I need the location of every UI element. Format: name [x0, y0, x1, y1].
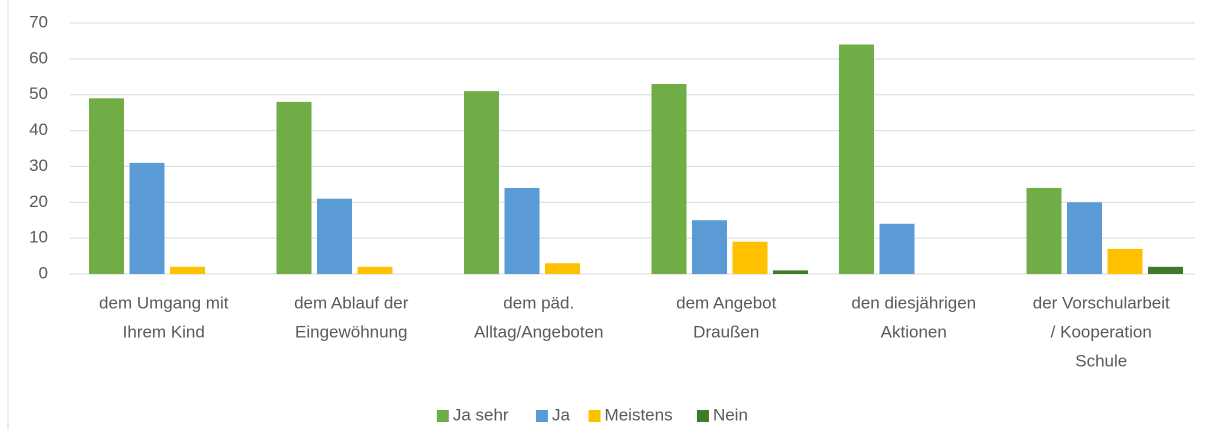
bar: [464, 91, 499, 274]
x-tick-label: Alltag/Angeboten: [474, 322, 604, 341]
y-tick-label: 30: [29, 156, 48, 175]
x-tick-label: dem Angebot: [676, 293, 776, 312]
legend-label: Ja: [552, 405, 571, 424]
legend-swatch: [436, 410, 449, 422]
y-tick-label: 40: [29, 120, 48, 139]
x-tick-label: dem Ablauf der: [294, 293, 409, 312]
x-tick-label: dem Umgang mit: [99, 293, 229, 312]
y-tick-label: 10: [29, 228, 48, 247]
x-tick-label: der Vorschularbeit: [1033, 293, 1170, 312]
bar: [651, 83, 687, 274]
x-tick-label: den diesjährigen: [851, 293, 976, 312]
bar: [276, 101, 312, 274]
y-tick-label: 70: [29, 12, 48, 31]
bar: [773, 270, 808, 274]
bar: [1148, 266, 1183, 274]
x-tick-label: Schule: [1075, 351, 1127, 370]
bar: [839, 44, 874, 275]
bar: [170, 266, 205, 274]
bar: [1026, 187, 1062, 274]
legend-swatch: [696, 410, 709, 422]
y-tick-label: 50: [29, 84, 48, 103]
x-tick-label: Draußen: [693, 322, 759, 341]
bar: [879, 223, 915, 274]
x-tick-label: Ihrem Kind: [123, 322, 205, 341]
bar: [1107, 248, 1143, 274]
y-tick-label: 0: [39, 263, 48, 282]
x-tick-label: / Kooperation: [1051, 322, 1152, 341]
legend-label: Nein: [713, 405, 748, 424]
bar: [545, 263, 580, 274]
bar: [504, 187, 540, 274]
bar: [357, 266, 393, 274]
x-tick-label: dem päd.: [503, 293, 574, 312]
bar: [317, 198, 352, 274]
bar: [1067, 202, 1102, 274]
bar: [129, 162, 165, 274]
bar: [732, 241, 768, 274]
x-tick-label: Aktionen: [881, 322, 947, 341]
bar: [89, 98, 124, 274]
x-tick-label: Eingewöhnung: [295, 322, 407, 341]
y-tick-label: 60: [29, 48, 48, 67]
y-tick-label: 20: [29, 192, 48, 211]
legend-label: Ja sehr: [453, 405, 509, 424]
legend-label: Meistens: [605, 405, 673, 424]
legend-swatch: [588, 410, 601, 422]
legend-swatch: [535, 410, 548, 422]
bar: [692, 220, 727, 274]
